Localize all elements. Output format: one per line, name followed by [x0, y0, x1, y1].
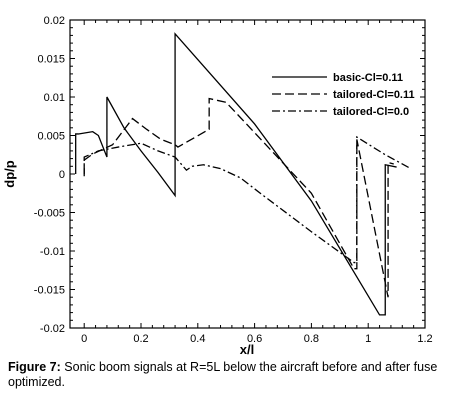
legend-label: tailored-Cl=0.0: [333, 106, 409, 118]
y-tick-label: -0.015: [34, 285, 65, 297]
y-tick-label: 0.02: [44, 15, 65, 27]
series-layer: [75, 32, 412, 316]
y-tick-label: 0: [59, 169, 65, 181]
x-axis-title: x/l: [240, 342, 254, 357]
legend-label: tailored-Cl=0.11: [333, 89, 415, 101]
x-tick-label: 0: [81, 333, 87, 345]
caption-label: Figure 7:: [8, 360, 61, 374]
x-tick-label: 1: [365, 333, 371, 345]
y-axis-title: dp/p: [2, 160, 17, 187]
caption-text: Sonic boom signals at R=5L below the air…: [8, 360, 438, 389]
y-tick-label: 0.015: [37, 54, 65, 66]
x-tick-label: 0.8: [304, 333, 319, 345]
x-tick-label: 0.4: [190, 333, 205, 345]
y-tick-label: -0.01: [40, 246, 65, 258]
y-tick-label: -0.005: [34, 208, 65, 220]
y-tick-label: 0.005: [37, 131, 65, 143]
x-tick-label: 1.2: [417, 333, 432, 345]
x-tick-label: 0.2: [133, 333, 148, 345]
series-line-dashdot: [83, 135, 412, 264]
ticks-layer: [70, 19, 426, 329]
series-line-dashed: [83, 97, 394, 298]
plot-frame: [69, 19, 426, 329]
y-tick-label: 0.01: [44, 92, 65, 104]
legend-label: basic-Cl=0.11: [333, 72, 403, 84]
figure-caption: Figure 7: Sonic boom signals at R=5L bel…: [8, 360, 448, 390]
legend: basic-Cl=0.11 tailored-Cl=0.11 tailored-Cl…: [272, 72, 415, 118]
x-tick-label: 0.6: [247, 333, 262, 345]
y-tick-label: -0.02: [40, 323, 65, 335]
labels-layer: 0 0.2 0.4 0.6 0.8 1 1.2 0.02 0.015 0.01 0.005 0 -0.0…: [34, 15, 433, 345]
series-line-solid: [75, 32, 397, 316]
chart-svg: 0 0.2 0.4 0.6 0.8 1 1.2 0.02 0.015 0.01 0.005 0 -0.0…: [2, 15, 433, 357]
